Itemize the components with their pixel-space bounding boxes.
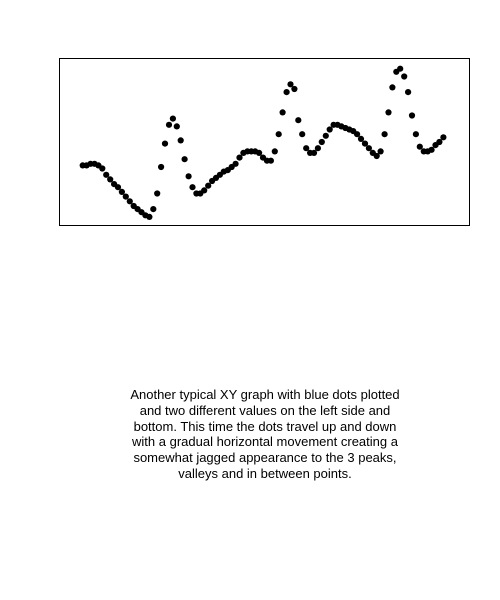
- data-point: [354, 131, 361, 138]
- data-point: [181, 156, 188, 163]
- data-point: [122, 193, 129, 200]
- data-point: [275, 131, 282, 138]
- data-point: [154, 190, 161, 197]
- data-point: [146, 213, 153, 220]
- data-point: [389, 84, 396, 91]
- data-point: [412, 131, 419, 138]
- data-point: [303, 145, 310, 152]
- data-point: [256, 149, 263, 156]
- data-point: [279, 109, 286, 116]
- data-points: [79, 65, 447, 220]
- data-point: [408, 112, 416, 119]
- data-point: [232, 160, 239, 167]
- data-point: [310, 149, 318, 156]
- data-point: [236, 154, 243, 161]
- data-point: [189, 184, 196, 191]
- data-point: [114, 184, 122, 191]
- data-point: [103, 171, 110, 178]
- data-point: [377, 148, 384, 155]
- data-point: [126, 198, 133, 205]
- data-point: [201, 187, 208, 194]
- figure-caption: Another typical XY graph with blue dots …: [130, 387, 400, 481]
- data-point: [107, 176, 114, 183]
- data-point: [428, 146, 435, 153]
- data-point: [381, 131, 388, 138]
- data-point: [177, 137, 184, 144]
- data-point: [318, 138, 325, 146]
- data-point: [440, 134, 447, 141]
- data-point: [169, 115, 176, 122]
- data-point: [295, 117, 302, 124]
- data-point: [365, 145, 372, 152]
- data-point: [314, 145, 321, 152]
- data-point: [436, 138, 443, 146]
- data-point: [291, 85, 298, 93]
- data-point: [161, 140, 169, 147]
- data-point: [287, 81, 294, 88]
- data-point: [185, 173, 192, 180]
- data-point: [401, 73, 408, 80]
- data-point: [397, 65, 404, 72]
- data-point: [150, 206, 157, 213]
- data-point: [326, 126, 333, 133]
- data-point: [283, 89, 290, 96]
- data-point: [165, 121, 173, 128]
- data-point: [299, 131, 306, 138]
- data-point: [361, 140, 369, 147]
- data-point: [173, 123, 180, 130]
- data-point: [416, 143, 423, 150]
- data-point: [118, 188, 125, 195]
- data-point: [385, 109, 392, 116]
- data-point: [405, 89, 412, 96]
- data-point: [205, 182, 212, 189]
- data-point: [99, 165, 106, 172]
- data-point: [373, 152, 380, 160]
- data-point: [158, 163, 165, 171]
- plot-frame: [59, 58, 470, 226]
- data-point: [322, 132, 329, 139]
- data-point: [271, 148, 278, 155]
- data-point: [357, 135, 365, 142]
- data-point: [267, 157, 274, 164]
